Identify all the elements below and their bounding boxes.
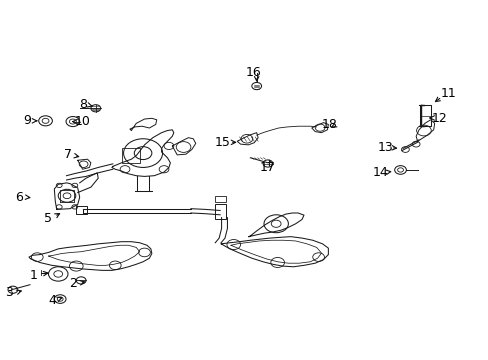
Text: 17: 17 <box>260 161 275 174</box>
Text: 5: 5 <box>44 212 52 225</box>
Bar <box>419 105 430 126</box>
Bar <box>76 206 87 214</box>
Text: 12: 12 <box>431 112 447 125</box>
Text: 8: 8 <box>80 98 87 111</box>
Bar <box>122 148 140 163</box>
Text: 10: 10 <box>75 115 90 128</box>
Text: 15: 15 <box>214 136 230 149</box>
Text: 6: 6 <box>15 191 23 204</box>
Text: 16: 16 <box>245 66 261 79</box>
Text: 11: 11 <box>440 87 455 100</box>
Text: 4: 4 <box>48 294 56 307</box>
Text: 13: 13 <box>377 141 393 154</box>
Text: 18: 18 <box>321 118 337 131</box>
Text: 7: 7 <box>64 148 72 161</box>
Bar <box>215 196 225 202</box>
Text: 3: 3 <box>5 287 13 300</box>
Text: 1: 1 <box>30 269 38 282</box>
Text: 9: 9 <box>23 114 31 127</box>
Bar <box>215 204 225 220</box>
Text: 14: 14 <box>372 166 388 179</box>
Text: 2: 2 <box>69 278 77 291</box>
